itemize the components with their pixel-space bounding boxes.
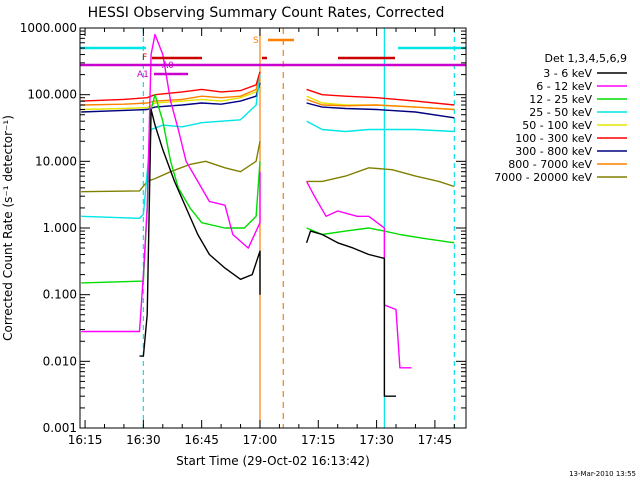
flag-label-s: S [253,36,259,46]
y-axis-label: Corrected Count Rate (s⁻¹ detector⁻¹) [1,115,15,341]
chart-title: HESSI Observing Summary Count Rates, Cor… [88,5,445,21]
legend-label-4: 50 - 100 keV [522,119,592,132]
y-tick-3: 1.000 [43,221,77,235]
x-tick-2: 16:45 [184,433,219,447]
series-line-1 [81,33,412,369]
y-tick-2: 0.100 [43,288,77,302]
x-tick-4: 17:15 [301,433,336,447]
x-tick-3: 17:00 [243,433,278,447]
x-tick-6: 17:45 [418,433,453,447]
flag-label-a0: A0 [162,61,174,71]
y-tick-6: 1000.000 [20,21,77,35]
series-line-6 [81,82,455,119]
series-line-7 [81,74,455,111]
legend-label-8: 7000 - 20000 keV [494,171,592,184]
legend-label-7: 800 - 7000 keV [508,158,592,171]
legend-label-5: 100 - 300 keV [515,132,592,145]
footer-date: 13-Mar-2010 13:55 [569,470,636,478]
flag-label-a1: A1 [137,70,149,80]
x-tick-0: 16:15 [68,433,103,447]
y-tick-1: 0.010 [43,354,77,368]
legend-label-6: 300 - 800 keV [515,145,592,158]
series-line-2 [81,94,455,284]
y-tick-5: 100.000 [27,88,77,102]
legend-label-0: 3 - 6 keV [543,67,592,80]
x-tick-5: 17:30 [359,433,394,447]
series-line-5 [81,71,455,106]
y-tick-0: 0.001 [43,421,77,435]
y-tick-4: 10.000 [35,154,77,168]
x-axis-label: Start Time (29-Oct-02 16:13:42) [176,454,370,468]
legend-title: Det 1,3,4,5,6,9 [544,52,627,65]
legend-label-1: 6 - 12 keV [536,80,592,93]
x-tick-1: 16:30 [126,433,161,447]
legend-label-2: 12 - 25 keV [529,93,592,106]
flag-label-f: F [142,53,147,63]
series-line-3 [81,74,455,219]
legend-label-3: 25 - 50 keV [529,106,592,119]
series-line-0 [139,108,396,397]
series-line-8 [81,141,455,193]
